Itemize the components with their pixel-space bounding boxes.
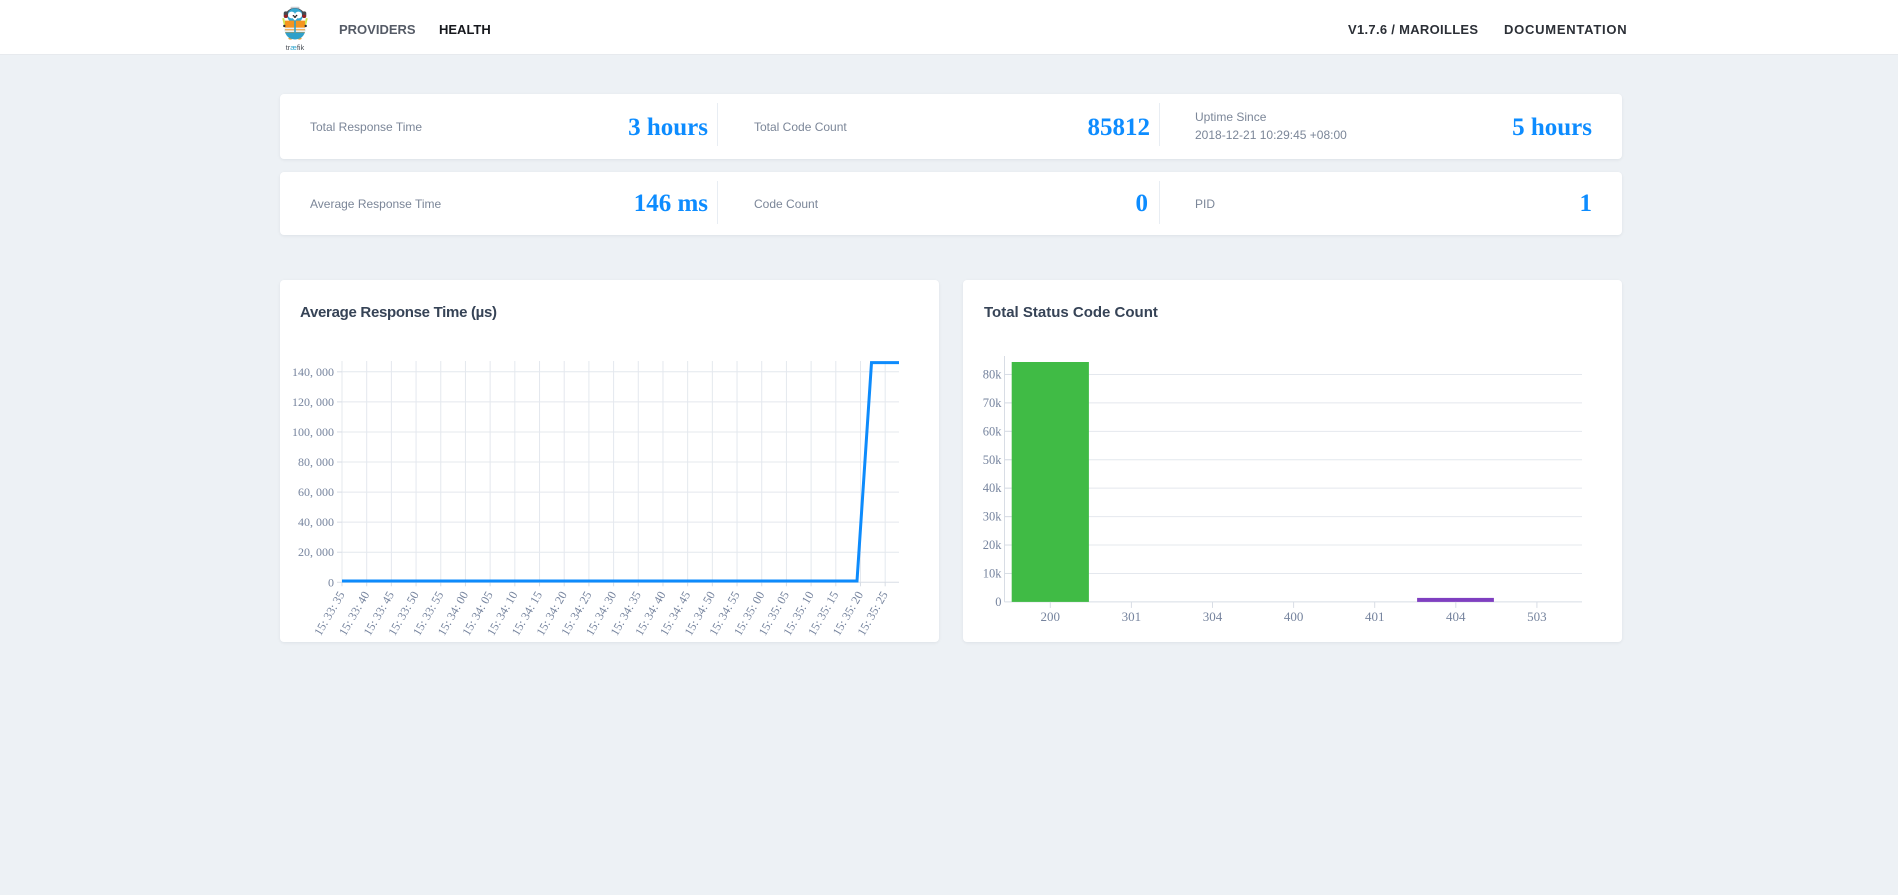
svg-text:404: 404 — [1446, 609, 1466, 624]
svg-text:200: 200 — [1041, 609, 1061, 624]
svg-text:120, 000: 120, 000 — [292, 395, 334, 409]
svg-text:301: 301 — [1122, 609, 1142, 624]
svg-text:100, 000: 100, 000 — [292, 425, 334, 439]
svg-text:80k: 80k — [983, 367, 1003, 381]
svg-text:20k: 20k — [983, 538, 1003, 552]
svg-text:40k: 40k — [983, 481, 1003, 495]
svg-text:50k: 50k — [983, 453, 1003, 467]
svg-text:20, 000: 20, 000 — [298, 545, 334, 559]
svg-text:60k: 60k — [983, 424, 1003, 438]
svg-text:60, 000: 60, 000 — [298, 485, 334, 499]
svg-text:træfik: træfik — [286, 43, 305, 51]
svg-text:140, 000: 140, 000 — [292, 365, 334, 379]
svg-text:70k: 70k — [983, 396, 1003, 410]
svg-text:0: 0 — [995, 595, 1001, 609]
svg-text:80, 000: 80, 000 — [298, 455, 334, 469]
svg-text:40, 000: 40, 000 — [298, 515, 334, 529]
svg-text:0: 0 — [328, 575, 334, 589]
svg-text:304: 304 — [1203, 609, 1223, 624]
svg-text:503: 503 — [1527, 609, 1547, 624]
svg-text:10k: 10k — [983, 566, 1003, 580]
svg-text:30k: 30k — [983, 510, 1003, 524]
svg-text:400: 400 — [1284, 609, 1304, 624]
svg-text:401: 401 — [1365, 609, 1385, 624]
